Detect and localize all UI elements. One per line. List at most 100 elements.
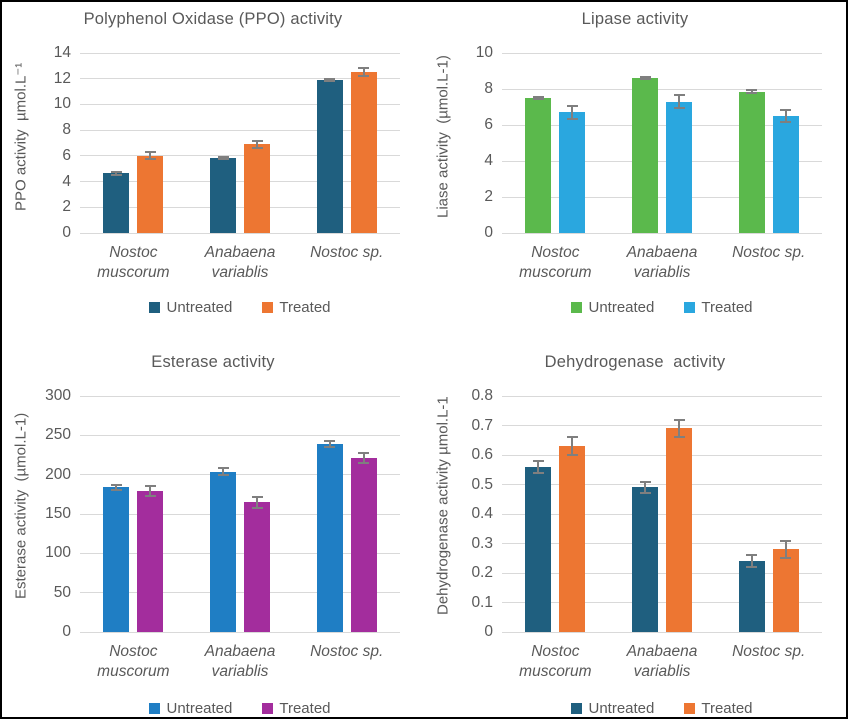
error-bar-cap — [746, 91, 758, 94]
y-axis-ticks: 0 0.1 0.2 0.3 0.4 0.5 0.6 0.7 0.8 — [458, 387, 502, 640]
error-bar-cap — [780, 121, 792, 124]
gridline — [80, 181, 400, 183]
bar-untreated — [525, 98, 552, 233]
bar-treated — [350, 71, 377, 233]
y-tick-label: 6 — [484, 116, 493, 133]
x-axis-labels: Nostoc muscorum Anabaena variablis Nostoc sp… — [502, 642, 822, 682]
gridline — [502, 52, 822, 54]
error-bar — [115, 171, 118, 175]
error-bar-cap — [251, 495, 263, 498]
chart-title: Lipase activity — [581, 10, 689, 28]
y-tick-label: 0 — [484, 224, 493, 241]
legend-item: Untreated — [571, 299, 654, 316]
error-bar — [328, 78, 331, 82]
category-label: Anabaena variablis — [187, 243, 294, 283]
chart-title: Dehydrogenase activity — [544, 353, 726, 371]
error-bar — [362, 453, 365, 463]
error-bar-cap — [324, 80, 336, 83]
y-tick-label: 100 — [45, 544, 71, 562]
chart-title: Esterase activity — [151, 353, 275, 371]
error-bar-cap — [532, 95, 544, 98]
y-tick-label: 0 — [62, 224, 71, 241]
bar-untreated — [632, 78, 658, 233]
error-bar-cap — [217, 155, 229, 158]
error-bar-cap — [566, 118, 578, 121]
y-axis-label: PPO activity µmol.L⁻¹ — [12, 62, 30, 212]
chart-title: Polyphenol Oxidase (PPO) activity — [83, 10, 343, 28]
gridline — [502, 425, 822, 426]
y-axis-ticks: 0 2 4 6 8 10 — [458, 44, 502, 241]
error-bar-cap — [639, 78, 651, 81]
category-label-line: Nostoc — [109, 643, 158, 660]
gridline — [502, 395, 822, 397]
bar-untreated — [210, 157, 236, 233]
legend-swatch — [684, 302, 696, 313]
category-label-line: Nostoc sp. — [310, 244, 384, 261]
bar-treated — [137, 155, 164, 233]
plot-area — [502, 52, 822, 234]
error-bar — [222, 468, 224, 475]
error-bar — [678, 419, 680, 438]
error-bar-cap — [358, 452, 370, 455]
gridline — [502, 124, 822, 126]
error-bar-cap — [673, 418, 685, 421]
error-bar — [750, 555, 753, 568]
error-bar-cap — [639, 480, 651, 483]
legend-item: Treated — [684, 299, 753, 316]
legend-label: Treated — [701, 299, 753, 316]
gridline — [80, 78, 400, 80]
legend-label: Treated — [701, 700, 753, 717]
y-axis-label: Liase activity (µmol.L-1) — [434, 55, 452, 219]
chart-dehydrogenase-activity: Dehydrogenase activity Dehydrogenase act… — [424, 341, 846, 717]
legend: Untreated Treated — [502, 299, 822, 316]
y-tick-label: 14 — [53, 44, 71, 61]
gridline — [80, 129, 400, 131]
plot-area — [502, 395, 822, 633]
y-axis-label: Dehydrogenase activity µmol.L-1 — [434, 396, 452, 616]
bar-untreated — [316, 444, 343, 632]
y-tick-label: 0.7 — [471, 416, 493, 434]
category-label: Anabaena variablis — [609, 243, 716, 283]
legend-swatch — [262, 302, 274, 313]
y-tick-label: 0.6 — [471, 446, 493, 463]
gridline — [502, 513, 822, 515]
bar-treated — [244, 144, 270, 233]
gridline — [502, 631, 822, 633]
error-bar-cap — [532, 471, 544, 474]
bar-untreated — [103, 173, 130, 233]
y-tick-label: 12 — [53, 69, 71, 87]
gridline — [80, 513, 400, 515]
y-tick-label: 0 — [62, 623, 71, 640]
error-bar-cap — [110, 488, 122, 491]
gridline — [502, 484, 822, 485]
y-tick-label: 200 — [45, 465, 71, 483]
chart-esterase-activity: Esterase activity Esterase activity (µmo… — [2, 341, 424, 717]
legend-swatch — [571, 302, 583, 313]
error-bar — [784, 540, 787, 559]
gridline — [80, 232, 400, 234]
error-bar — [256, 141, 258, 148]
category-label-line: muscorum — [97, 663, 170, 680]
error-bar-cap — [217, 473, 229, 476]
gridline — [80, 155, 400, 157]
error-bar — [537, 96, 540, 100]
gridline — [502, 572, 822, 574]
error-bar-cap — [324, 446, 336, 449]
bar-untreated — [738, 91, 765, 233]
plot-area — [80, 395, 400, 633]
error-bar-cap — [110, 170, 122, 173]
legend-label: Treated — [279, 700, 331, 717]
error-bar-cap — [673, 436, 685, 439]
legend-swatch — [149, 703, 161, 714]
error-bar-cap — [251, 506, 263, 509]
y-tick-label: 2 — [62, 198, 71, 216]
error-bar — [678, 95, 680, 108]
category-label-line: Nostoc — [531, 244, 580, 261]
error-bar-cap — [251, 140, 263, 143]
bar-untreated — [525, 466, 552, 632]
error-bar-cap — [324, 439, 336, 442]
bar-untreated — [210, 471, 236, 632]
y-tick-label: 250 — [45, 426, 71, 444]
gridline — [80, 631, 400, 633]
y-tick-label: 8 — [62, 121, 71, 139]
